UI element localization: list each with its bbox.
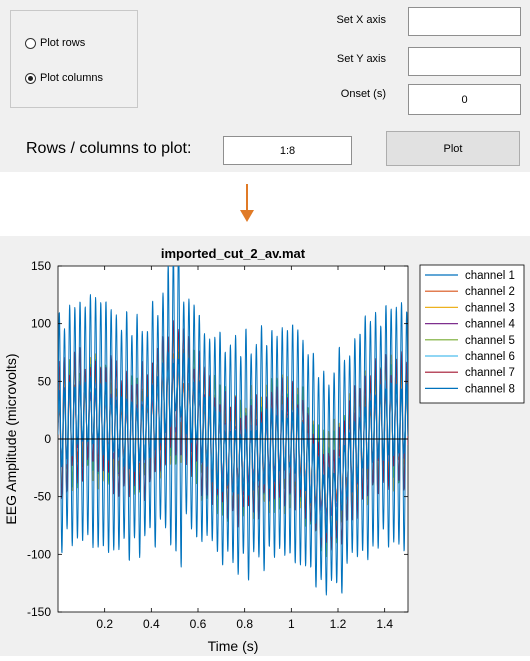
plot-columns-label: Plot columns [40,72,103,84]
series-line-channel-8 [58,351,408,538]
control-panel: Plot rows Plot columns Set X axis Set Y … [0,0,530,172]
plot-button[interactable]: Plot [386,131,520,166]
set-y-axis-field[interactable] [408,47,521,76]
y-tick-label: -150 [27,605,51,619]
y-tick-label: -100 [27,547,51,561]
chart-title: imported_cut_2_av.mat [161,246,306,261]
x-tick-label: 1 [288,617,295,631]
legend-label: channel 5 [465,335,515,347]
radio-unselected-icon [25,37,36,49]
x-tick-label: 1.2 [330,617,347,631]
x-tick-label: 0.6 [190,617,207,631]
legend-box [419,264,525,404]
legend-label: channel 4 [465,319,515,331]
figure-panel: imported_cut_2_av.mat 0.2 0.4 0.6 0.8 1 1.2 1.… [0,236,530,656]
legend-label: channel 3 [465,302,515,314]
plot-rows-label: Plot rows [40,37,86,49]
series-line-channel-7 [58,320,408,551]
y-axis-label: EEG Amplitude (microvolts) [3,353,19,524]
y-tick-label: 150 [31,259,51,273]
legend-label: channel 7 [465,367,515,379]
y-tick-label: 100 [31,317,51,331]
rows-columns-field[interactable]: 1:8 [223,136,352,165]
legend-label: channel 6 [465,351,515,363]
down-arrow-icon [240,184,254,222]
x-tick-label: 1.4 [376,617,393,631]
series-line-channel-1 [58,266,408,596]
set-x-axis-field[interactable] [408,7,521,36]
plot-rows-radio[interactable]: Plot rows [25,37,85,49]
plot-columns-radio[interactable]: Plot columns [25,72,103,84]
legend-label: channel 1 [465,270,515,282]
set-x-axis-label: Set X axis [336,14,386,26]
x-tick-label: 0.4 [143,617,160,631]
x-tick-label: 0.8 [236,617,253,631]
x-axis-label: Time (s) [208,638,259,654]
rows-columns-label: Rows / columns to plot: [26,140,192,157]
onset-label: Onset (s) [340,88,386,100]
plot-mode-radio-group: Plot rows Plot columns [10,10,138,108]
legend: channel 1 channel 2 channel 3 channel 4 chan… [419,264,525,404]
x-tick-label: 0.2 [96,617,113,631]
set-y-axis-label: Set Y axis [336,53,386,65]
y-tick-label: 50 [38,374,52,388]
y-tick-label: 0 [44,432,51,446]
radio-selected-icon [25,72,36,84]
y-tick-label: -50 [34,490,52,504]
onset-field[interactable]: 0 [408,84,521,115]
legend-label: channel 2 [465,286,515,298]
eeg-chart: imported_cut_2_av.mat 0.2 0.4 0.6 0.8 1 1.2 1.… [3,246,525,654]
legend-label: channel 8 [465,383,515,395]
